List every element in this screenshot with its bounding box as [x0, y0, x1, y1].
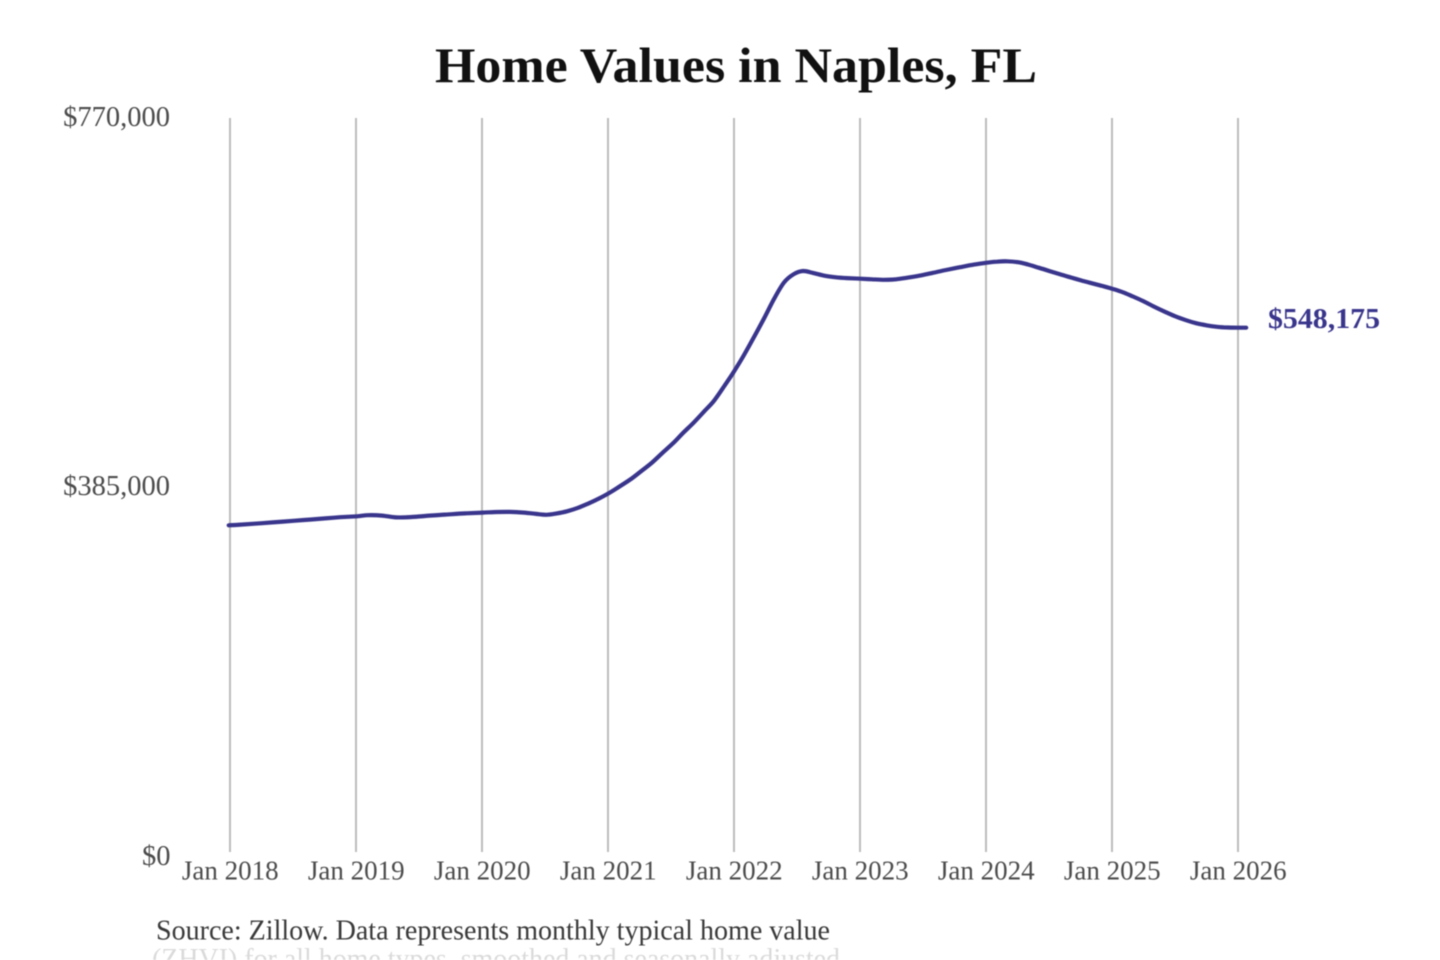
svg-text:$385,000: $385,000: [63, 471, 170, 502]
svg-text:Jan 2025: Jan 2025: [1064, 856, 1161, 886]
svg-text:Jan 2020: Jan 2020: [434, 856, 531, 886]
svg-text:Source: Zillow. Data represent: Source: Zillow. Data represents monthly …: [156, 915, 830, 946]
svg-text:Jan 2024: Jan 2024: [938, 856, 1035, 886]
svg-text:Home Values in Naples, FL: Home Values in Naples, FL: [435, 37, 1037, 93]
svg-text:Jan 2019: Jan 2019: [308, 856, 405, 886]
svg-text:Jan 2022: Jan 2022: [686, 856, 783, 886]
svg-text:Jan 2021: Jan 2021: [560, 856, 657, 886]
svg-text:$548,175: $548,175: [1268, 304, 1380, 335]
svg-text:$0: $0: [142, 841, 171, 872]
svg-text:$770,000: $770,000: [63, 102, 170, 133]
svg-text:Jan 2026: Jan 2026: [1190, 856, 1287, 886]
svg-text:Jan 2018: Jan 2018: [182, 856, 279, 886]
svg-text:Jan 2023: Jan 2023: [812, 856, 909, 886]
svg-text:(ZHVI) for all home types, smo: (ZHVI) for all home types, smoothed and …: [152, 944, 840, 960]
